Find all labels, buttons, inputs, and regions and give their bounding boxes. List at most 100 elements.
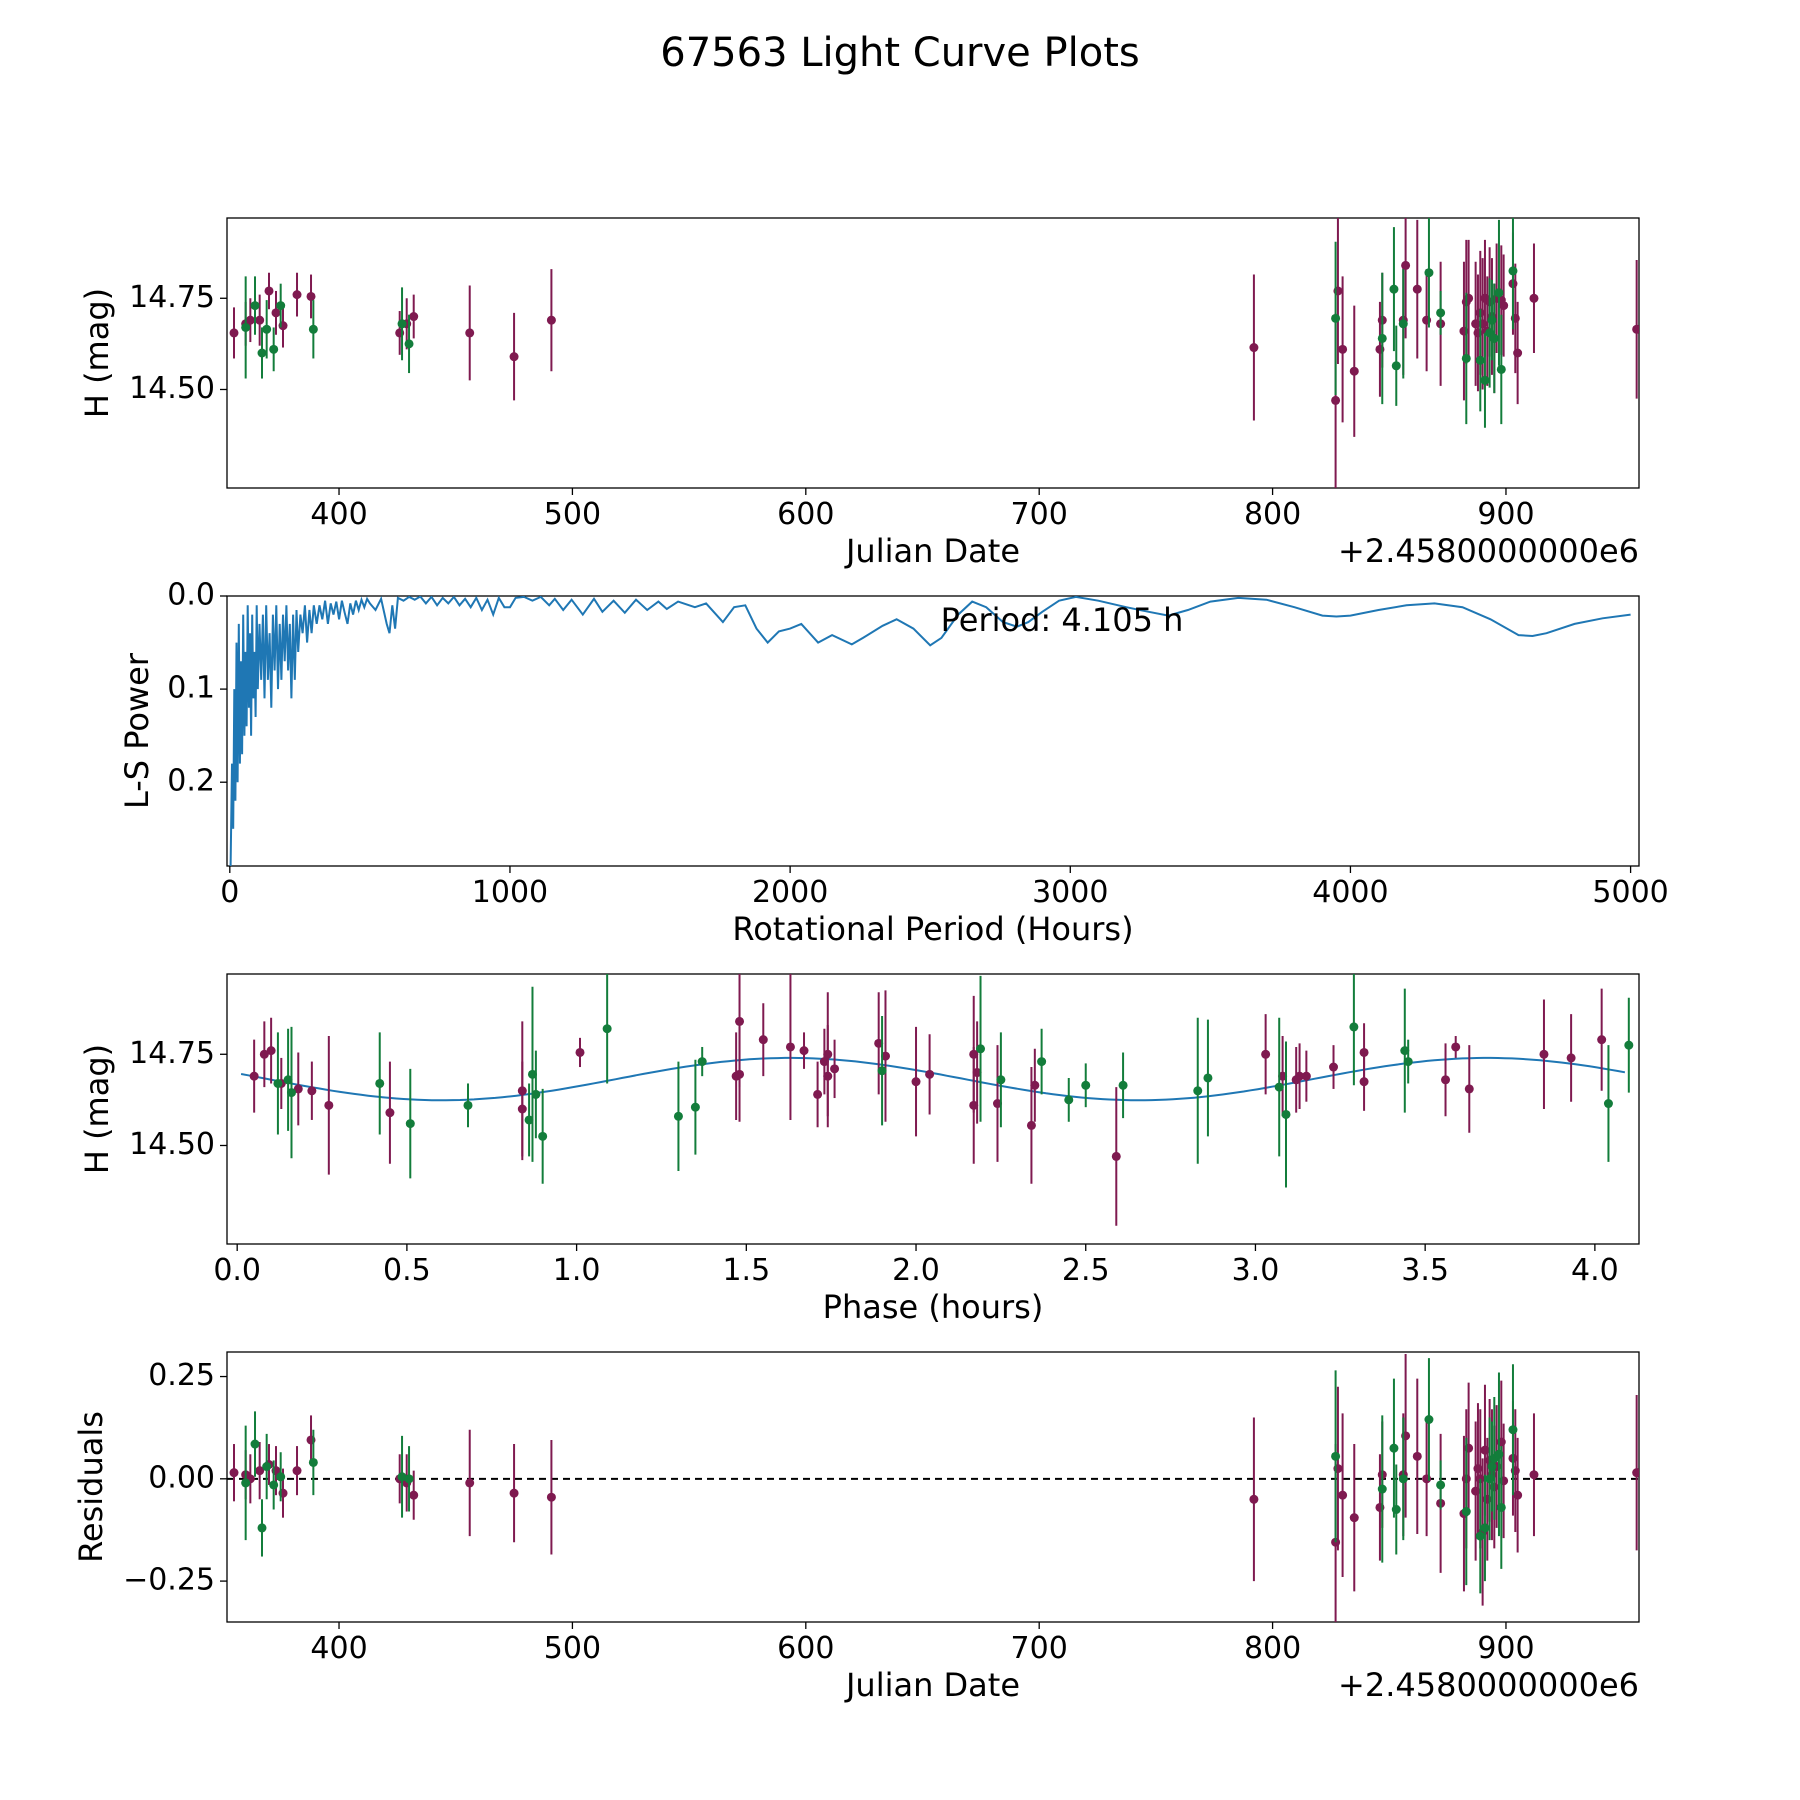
- lightcurve-data-point: [250, 301, 260, 311]
- lightcurve-data-point: [264, 286, 274, 296]
- phased-panel: 0.0 0.5 1.0 1.5 2.0 2.5 3.0 3.5 4.0 14.75 14.50 Ph…: [78, 973, 1640, 1326]
- residuals-data-point: [409, 1490, 419, 1500]
- periodogram-xtick-label: 0: [220, 875, 239, 910]
- residuals-data-point: [1475, 1531, 1485, 1541]
- lightcurve-data-point: [1529, 293, 1539, 303]
- lightcurve-data-point: [1513, 348, 1523, 358]
- lightcurve-data-point: [1249, 343, 1259, 353]
- phased-data-point: [1451, 1042, 1461, 1052]
- periodogram-plot-area: [226, 595, 1640, 867]
- residuals-data-point: [1480, 1523, 1490, 1533]
- phased-data-point: [925, 1069, 935, 1079]
- periodogram-ticks: 0 1000 2000 3000 4000 5000 0.0 0.1 0.2: [167, 578, 1668, 911]
- lightcurve-data-point: [465, 328, 475, 338]
- phased-data-point: [375, 1078, 385, 1088]
- residuals-data-point: [546, 1492, 556, 1502]
- residuals-panel: 400 500 600 700 800 900 0.25 0.00 −0.25 Julian D…: [72, 1351, 1640, 1704]
- lightcurve-data-point: [1496, 364, 1506, 374]
- phased-xtick-label: 3.5: [1401, 1253, 1449, 1288]
- phased-data-point: [293, 1084, 303, 1094]
- phased-data-point: [538, 1131, 548, 1141]
- phased-xtick-label: 2.0: [892, 1253, 940, 1288]
- residuals-data-point: [276, 1472, 286, 1482]
- periodogram-xtick-label: 1000: [472, 875, 548, 910]
- lightcurve-data-point: [229, 328, 239, 338]
- phased-data-point: [527, 1069, 537, 1079]
- lightcurve-data-point: [1499, 301, 1509, 311]
- periodogram-line: [229, 596, 1631, 866]
- phased-data-point: [819, 1057, 829, 1067]
- phased-ticks: 0.0 0.5 1.0 1.5 2.0 2.5 3.0 3.5 4.0 14.75 14.50: [129, 1036, 1619, 1288]
- residuals-data-point: [1398, 1474, 1408, 1484]
- lightcurve-ticks: 400 500 600 700 800 900 14.75 14.50: [129, 280, 1534, 532]
- phased-data-point: [1603, 1099, 1613, 1109]
- lightcurve-data-point: [308, 324, 318, 334]
- residuals-marks: [227, 1354, 1639, 1622]
- residuals-data-point: [257, 1523, 267, 1533]
- phased-data-point: [911, 1077, 921, 1087]
- residuals-offset-label: +2.4580000000e6: [1338, 1666, 1639, 1704]
- residuals-data-point: [1331, 1451, 1341, 1461]
- lightcurve-xlabel: Julian Date: [844, 532, 1020, 570]
- periodogram-ytick-label: 0.2: [167, 764, 215, 799]
- phased-xtick-label: 1.5: [722, 1253, 770, 1288]
- lightcurve-xtick-label: 400: [310, 497, 367, 532]
- phased-plot-area: [226, 973, 1640, 1245]
- phased-data-point: [877, 1066, 887, 1076]
- phased-data-point: [307, 1086, 317, 1096]
- lightcurve-data-point: [1424, 268, 1434, 278]
- lightcurve-data-point: [1331, 395, 1341, 405]
- phased-data-point: [1118, 1080, 1128, 1090]
- phased-data-point: [1037, 1057, 1047, 1067]
- residuals-data-point: [404, 1474, 414, 1484]
- phased-ytick-label: 14.50: [129, 1127, 215, 1162]
- residuals-data-layer: [227, 1354, 1639, 1622]
- lightcurve-data-point: [1391, 361, 1401, 371]
- phased-data-point: [1064, 1095, 1074, 1105]
- periodogram-xtick-label: 3000: [1032, 875, 1108, 910]
- lightcurve-data-point: [276, 301, 286, 311]
- phased-data-point: [602, 1024, 612, 1034]
- residuals-data-point: [262, 1462, 272, 1472]
- periodogram-ytick-label: 0.1: [167, 671, 215, 706]
- lightcurve-xtick-label: 800: [1244, 497, 1301, 532]
- residuals-data-point: [1412, 1451, 1422, 1461]
- phased-data-point: [1441, 1075, 1451, 1085]
- phased-data-point: [874, 1038, 884, 1048]
- phased-data-point: [517, 1104, 527, 1114]
- phased-data-point: [1403, 1057, 1413, 1067]
- phased-data-point: [524, 1115, 534, 1125]
- lightcurve-xtick-label: 600: [777, 497, 834, 532]
- lightcurve-plot-area: [226, 217, 1640, 489]
- residuals-xtick-label: 900: [1477, 1631, 1534, 1666]
- residuals-ytick-label: −0.25: [123, 1563, 215, 1598]
- phased-data-point: [880, 1051, 890, 1061]
- phased-data-point: [1111, 1151, 1121, 1161]
- lightcurve-data-point: [306, 291, 316, 301]
- phased-data-point: [1624, 1040, 1634, 1050]
- phased-data-point: [969, 1100, 979, 1110]
- periodogram-data-layer: [229, 596, 1631, 866]
- phased-data-point: [1301, 1071, 1311, 1081]
- phased-data-point: [463, 1100, 473, 1110]
- residuals-data-point: [269, 1480, 279, 1490]
- phased-data-point: [259, 1049, 269, 1059]
- periodogram-ytick-label: 0.0: [167, 578, 215, 613]
- phased-data-point: [1566, 1053, 1576, 1063]
- lightcurve-ylabel: H (mag): [78, 288, 116, 418]
- phased-data-point: [1261, 1049, 1271, 1059]
- residuals-data-point: [1496, 1502, 1506, 1512]
- residuals-xtick-label: 800: [1244, 1631, 1301, 1666]
- lightcurve-data-point: [1349, 366, 1359, 376]
- phased-data-point: [273, 1078, 283, 1088]
- periodogram-annotation: Period: 4.105 h: [941, 601, 1184, 639]
- phased-data-point: [735, 1016, 745, 1026]
- phased-data-point: [283, 1075, 293, 1085]
- phased-data-point: [1026, 1120, 1036, 1130]
- phased-data-point: [324, 1100, 334, 1110]
- residuals-ticks: 400 500 600 700 800 900 0.25 0.00 −0.25: [123, 1358, 1535, 1666]
- residuals-data-point: [1529, 1470, 1539, 1480]
- lightcurve-data-point: [1461, 353, 1471, 363]
- periodogram-ylabel: L-S Power: [118, 652, 156, 809]
- phased-data-point: [385, 1108, 395, 1118]
